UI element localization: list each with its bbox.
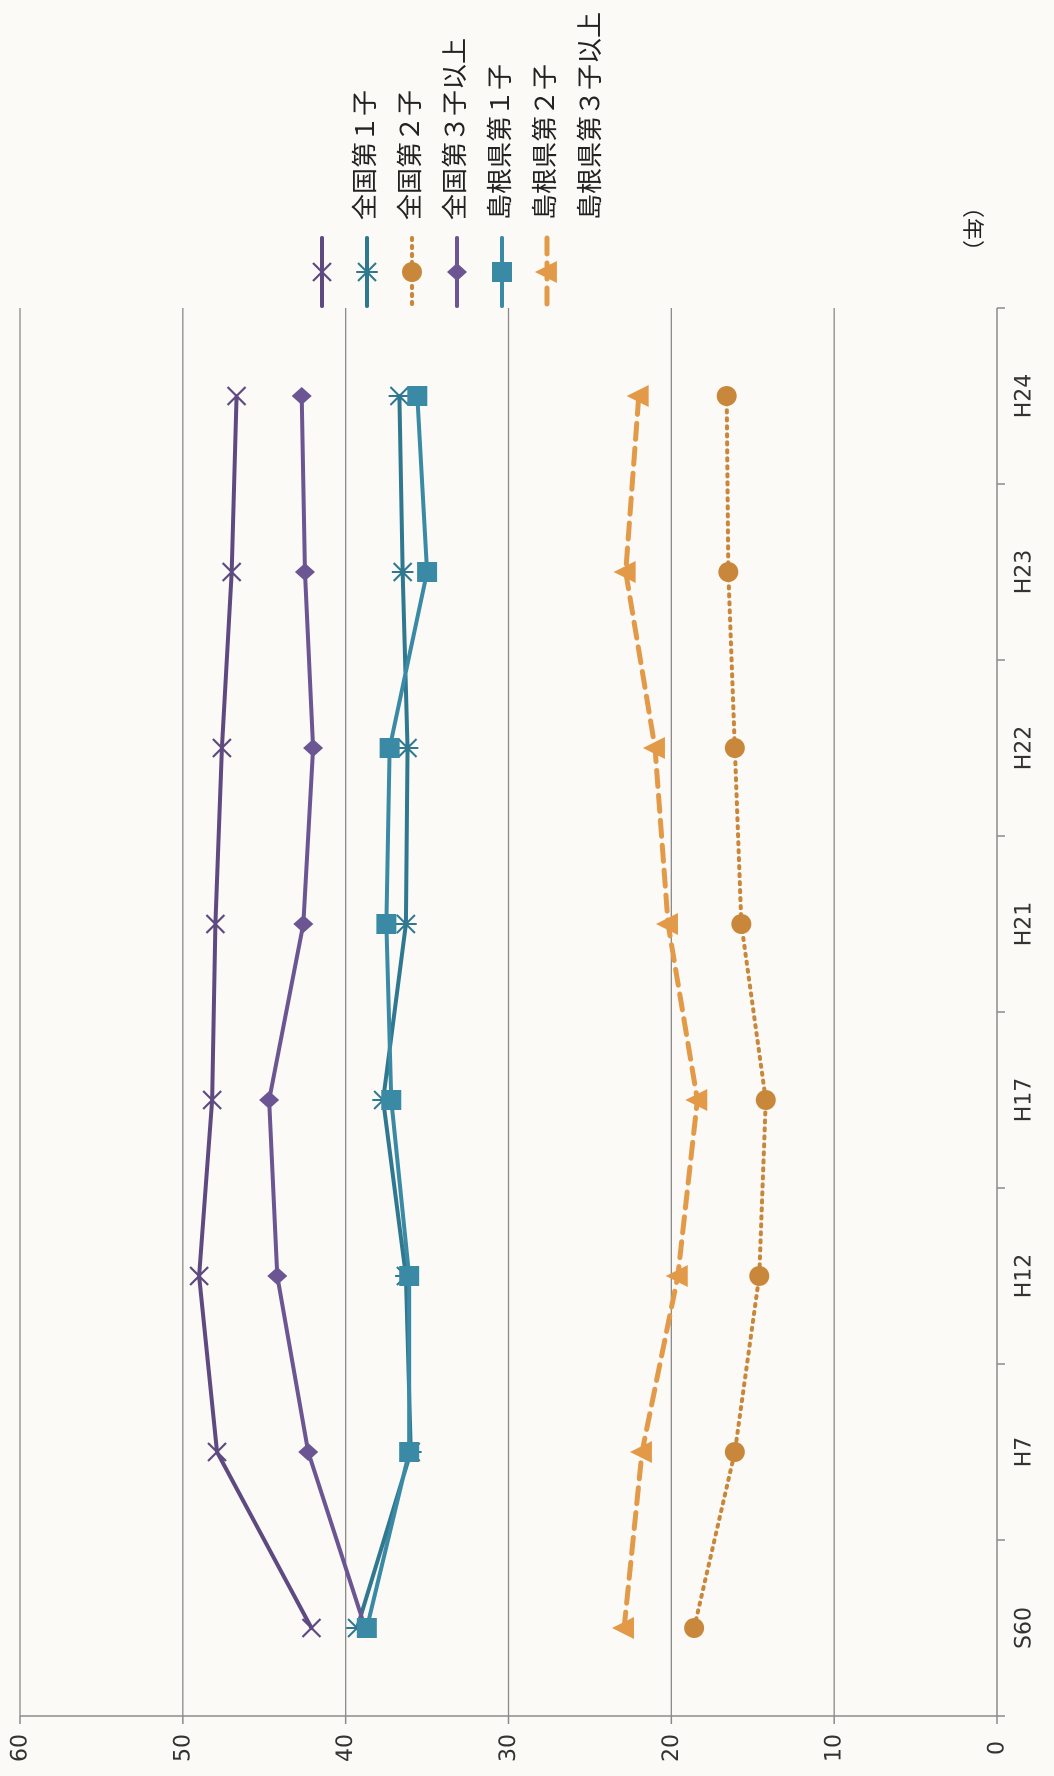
legend-item-4: 島根県第１子 xyxy=(435,0,516,320)
category-tick-label-S60: S60 xyxy=(1012,1607,1037,1649)
series-line-4 xyxy=(267,394,368,1630)
series-6 xyxy=(612,385,708,1639)
data-point-6-H7 xyxy=(629,1441,652,1463)
value-tick-label-20: 20 xyxy=(659,1734,684,1762)
data-point-1-H17 xyxy=(202,1090,222,1110)
data-point-2-H21 xyxy=(395,914,417,934)
data-point-6-H24 xyxy=(626,385,649,407)
legend-swatch-marker-5 xyxy=(492,262,512,282)
data-point-2-H23 xyxy=(391,562,414,582)
data-point-1-H7 xyxy=(207,1442,227,1462)
data-point-3-H23 xyxy=(718,562,739,582)
data-point-4-H24 xyxy=(291,387,312,405)
legend-swatch-marker-6 xyxy=(534,261,557,283)
category-tick-label-H22: H22 xyxy=(1012,726,1037,771)
legend-item-5: 島根県第２子 xyxy=(480,0,561,320)
data-point-3-H7 xyxy=(724,1442,745,1462)
data-point-4-H22 xyxy=(303,739,324,757)
x-axis-unit: （年） xyxy=(959,196,984,263)
legend-swatch-marker-4 xyxy=(447,263,467,281)
legend-item-2: 全国第２子 xyxy=(345,0,426,320)
data-point-6-H17 xyxy=(685,1089,708,1111)
value-tick-label-50: 50 xyxy=(170,1734,195,1762)
axes xyxy=(19,307,1005,1724)
data-point-5-S60 xyxy=(356,1618,377,1638)
series-line-1 xyxy=(197,394,314,1630)
data-point-4-H7 xyxy=(298,1443,319,1461)
series-line-5 xyxy=(364,394,430,1630)
legend-swatch-marker-1 xyxy=(312,262,332,282)
value-tick-label-60: 60 xyxy=(8,1734,33,1762)
data-point-1-H24 xyxy=(226,386,247,406)
value-tick-label-0: 0 xyxy=(985,1741,1010,1755)
category-tick-label-H12: H12 xyxy=(1012,1254,1037,1299)
data-point-5-H24 xyxy=(407,386,428,406)
data-point-2-H22 xyxy=(396,738,419,758)
series-layer xyxy=(189,385,776,1639)
series-line-6 xyxy=(621,393,700,1631)
data-point-5-H17 xyxy=(381,1090,402,1110)
category-tick-label-H17: H17 xyxy=(1012,1078,1037,1123)
legend-swatch-3 xyxy=(402,236,422,308)
grid-lines xyxy=(19,308,835,1716)
data-point-5-H12 xyxy=(399,1266,420,1286)
series-line-3 xyxy=(692,394,768,1630)
data-point-5-H7 xyxy=(399,1442,420,1462)
legend-label-6: 島根県第３子以上 xyxy=(576,11,606,220)
legend-item-1: 全国第１子 xyxy=(300,0,381,320)
category-tick-label-H24: H24 xyxy=(1012,374,1037,419)
data-point-3-H12 xyxy=(749,1266,770,1286)
legend-swatch-5 xyxy=(492,236,512,308)
series-1 xyxy=(189,386,322,1638)
data-point-1-H12 xyxy=(189,1266,209,1286)
data-point-3-H21 xyxy=(731,914,752,934)
data-point-3-H24 xyxy=(716,386,737,406)
data-point-1-H21 xyxy=(205,914,226,934)
legend-swatch-6 xyxy=(534,235,557,309)
data-point-6-H12 xyxy=(665,1265,688,1287)
data-point-6-H22 xyxy=(642,737,665,759)
legend-swatch-2 xyxy=(356,236,378,308)
series-3 xyxy=(684,386,776,1638)
category-tick-label-H21: H21 xyxy=(1012,902,1037,947)
data-point-5-H23 xyxy=(417,562,438,582)
data-point-6-H23 xyxy=(613,561,636,583)
data-point-4-H12 xyxy=(267,1267,288,1285)
category-tick-label-H7: H7 xyxy=(1012,1437,1037,1468)
legend-swatch-marker-2 xyxy=(356,262,378,282)
data-point-6-H21 xyxy=(655,913,678,935)
data-point-6-S60 xyxy=(612,1617,635,1639)
data-point-2-H24 xyxy=(388,386,411,406)
legend-item-3: 全国第３子以上 xyxy=(390,0,471,320)
value-tick-label-30: 30 xyxy=(496,1734,521,1762)
data-point-3-H17 xyxy=(755,1090,776,1110)
tick-labels: 0 10 20 30 40 50 60 S60 H7 H12 H17 H21 H22 H23 H24 xyxy=(8,374,1037,1762)
series-5 xyxy=(356,386,438,1638)
legend-swatch-4 xyxy=(447,236,467,308)
value-tick-label-10: 10 xyxy=(822,1734,847,1762)
data-point-5-H21 xyxy=(376,914,397,934)
value-tick-label-40: 40 xyxy=(333,1734,358,1762)
data-point-1-S60 xyxy=(301,1618,322,1638)
legend-item-6: 島根県第３子以上 xyxy=(525,0,606,320)
category-tick-label-H23: H23 xyxy=(1012,550,1037,595)
data-point-1-H22 xyxy=(212,738,232,758)
series-4 xyxy=(259,387,376,1637)
data-point-4-H23 xyxy=(294,563,315,581)
data-point-1-H23 xyxy=(221,562,242,582)
data-point-4-H21 xyxy=(293,915,314,933)
legend-swatch-1 xyxy=(312,236,332,308)
legend-swatch-marker-3 xyxy=(402,262,422,282)
data-point-5-H22 xyxy=(379,738,400,758)
data-point-4-H17 xyxy=(259,1091,280,1109)
data-point-3-H22 xyxy=(724,738,745,758)
data-point-3-S60 xyxy=(684,1618,705,1638)
